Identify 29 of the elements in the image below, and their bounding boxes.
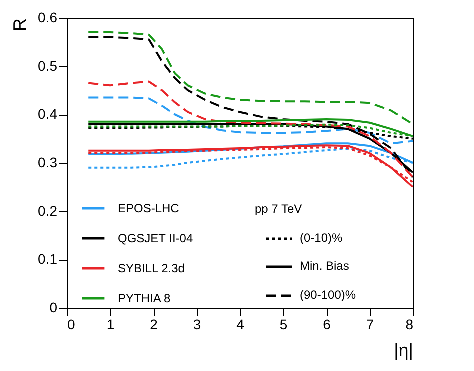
x-tick-label: 8 — [406, 316, 414, 332]
annotation: (0-10)% — [300, 231, 343, 245]
line-series — [88, 32, 413, 126]
x-tick-label: 1 — [106, 316, 115, 332]
y-axis-title: R — [10, 18, 30, 32]
y-tick-label: 0.3 — [38, 154, 58, 170]
legend-label: PYTHIA 8 — [118, 292, 172, 306]
x-tick-label: 5 — [280, 316, 288, 332]
annotation: (90-100)% — [300, 288, 356, 302]
x-tick-label: 6 — [323, 316, 332, 332]
x-tick-label: 2 — [150, 316, 158, 332]
line-series — [88, 96, 413, 145]
y-tick-label: 0.5 — [38, 58, 58, 74]
x-tick-label: 4 — [236, 316, 245, 332]
x-axis-title: |η| — [394, 340, 414, 360]
x-tick-label: 3 — [193, 316, 202, 332]
annotation: Min. Bias — [300, 259, 350, 273]
y-tick-label: 0.2 — [38, 202, 58, 219]
y-tick-label: 0.6 — [38, 10, 58, 26]
y-tick-label: 0.4 — [38, 106, 58, 122]
line-series — [88, 80, 413, 178]
annotation: pp 7 TeV — [255, 202, 302, 216]
x-tick-label: 0 — [68, 316, 76, 332]
x-tick-label: 7 — [366, 316, 374, 332]
legend-label: QGSJET II-04 — [118, 232, 194, 246]
legend-label: EPOS-LHC — [118, 202, 180, 216]
y-tick-label: 0 — [50, 300, 58, 316]
legend-label: SYBILL 2.3d — [118, 262, 185, 276]
y-tick-label: 0.1 — [38, 251, 58, 268]
